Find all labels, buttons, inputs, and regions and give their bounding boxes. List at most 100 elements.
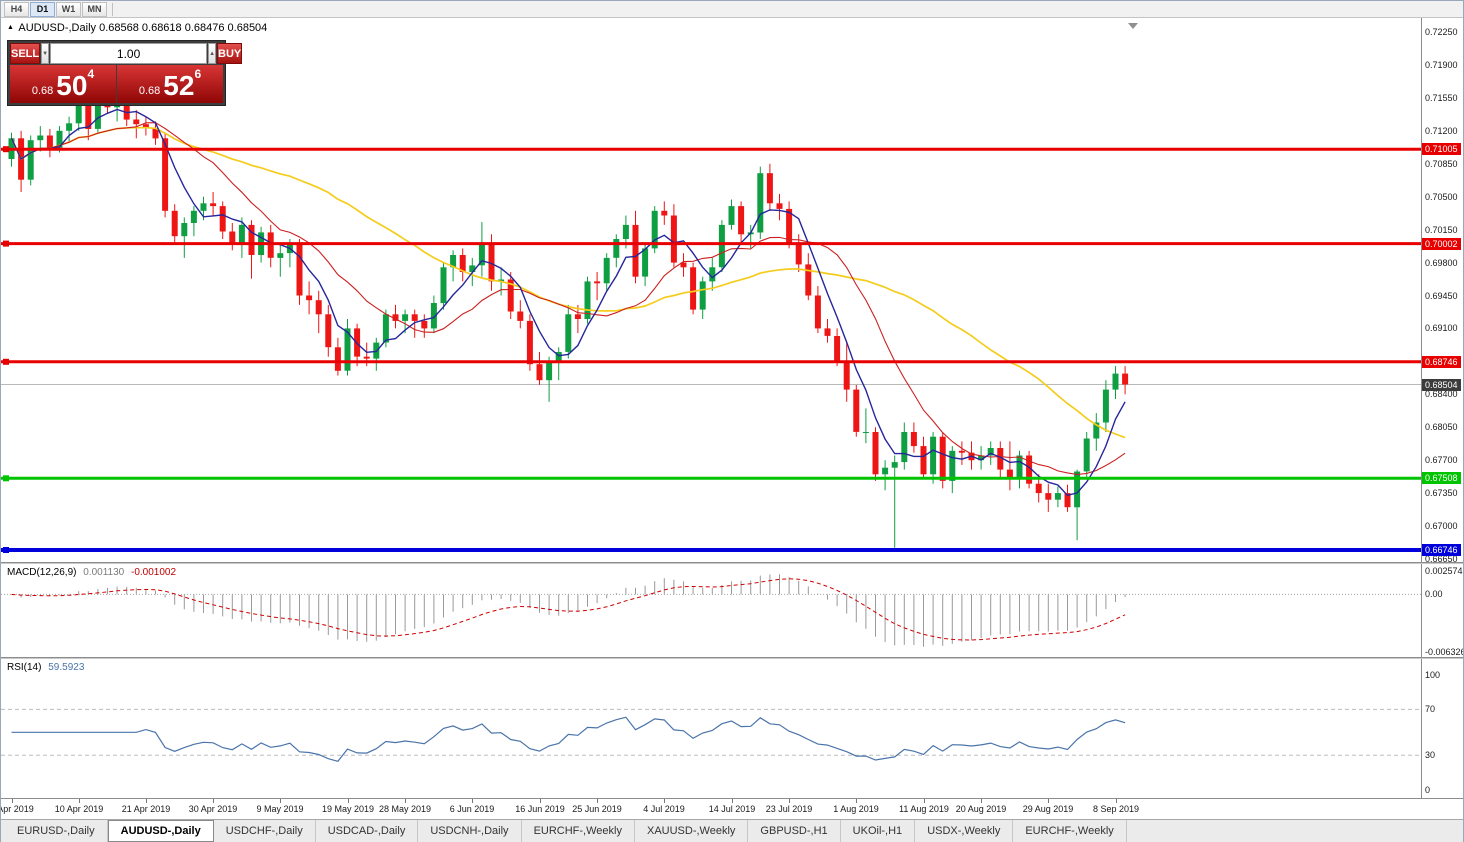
bid-big-digits: 50 xyxy=(56,70,88,101)
macd-value-signal: -0.001002 xyxy=(131,567,177,578)
timeframe-button-d1[interactable]: D1 xyxy=(30,1,55,17)
chart-tab[interactable]: EURCHF-,Weekly xyxy=(522,820,635,842)
time-tick xyxy=(540,799,541,803)
time-tick xyxy=(472,799,473,803)
price-tick-label: 0.69100 xyxy=(1425,323,1458,333)
shift-marker-icon xyxy=(1128,23,1138,29)
price-tick-label: 0.69450 xyxy=(1425,291,1458,301)
rsi-name: RSI(14) xyxy=(7,662,42,673)
rsi-canvas[interactable] xyxy=(1,659,1421,798)
time-tick xyxy=(1116,799,1117,803)
macd-canvas[interactable] xyxy=(1,564,1421,657)
time-axis: 1 Apr 2019 10 Apr 2019 21 Apr 2019 30 Apr 2… xyxy=(1,799,1463,819)
horizontal-level-line[interactable] xyxy=(1,146,1421,153)
macd-name: MACD(12,26,9) xyxy=(7,567,77,578)
main-chart-pane[interactable] xyxy=(1,18,1421,562)
horizontal-level-line[interactable] xyxy=(1,475,1421,482)
chart-area[interactable]: 0.72250 0.71900 0.71550 0.71200 0.70850 0.705… xyxy=(1,18,1463,819)
horizontal-level-line[interactable] xyxy=(1,358,1421,365)
bid-prefix: 0.68 xyxy=(31,85,54,97)
price-tick-label: 0.70150 xyxy=(1425,225,1458,235)
macd-pane[interactable] xyxy=(1,564,1421,657)
time-tick xyxy=(280,799,281,803)
time-tick xyxy=(664,799,665,803)
chart-tab[interactable]: USDX-,Weekly xyxy=(915,820,1014,842)
horizontal-level-line[interactable] xyxy=(1,240,1421,247)
one-click-trading-panel: SELL ▼ ▲ BUY 0.68 50 4 0.68 52 6 xyxy=(7,40,243,106)
current-price-badge: 0.68504 xyxy=(1422,379,1461,391)
time-tick xyxy=(597,799,598,803)
level-price-badge: 0.68746 xyxy=(1422,356,1461,368)
level-price-badge: 0.70002 xyxy=(1422,238,1461,250)
rsi-pane[interactable] xyxy=(1,659,1421,798)
time-tick-label: 8 Sep 2019 xyxy=(1092,804,1140,814)
time-tick-label: 23 Jul 2019 xyxy=(765,804,813,814)
time-tick-label: 21 Apr 2019 xyxy=(121,804,171,814)
chart-tab[interactable]: USDCAD-,Daily xyxy=(316,820,419,842)
chart-tab[interactable]: GBPUSD-,H1 xyxy=(748,820,841,842)
timeframe-button-w1[interactable]: W1 xyxy=(56,1,81,17)
ask-big-digits: 52 xyxy=(163,70,195,101)
rsi-line xyxy=(11,716,1126,762)
volume-increase-button[interactable]: ▲ xyxy=(208,43,217,64)
time-axis-divider xyxy=(1,798,1463,799)
pane-splitter[interactable] xyxy=(1,562,1463,564)
rsi-label: RSI(14) 59.5923 xyxy=(7,662,84,673)
time-tick-label: 16 Jun 2019 xyxy=(515,804,565,814)
chart-symbol: AUDUSD-,Daily xyxy=(18,22,97,34)
price-tick-label: 0.71900 xyxy=(1425,60,1458,70)
chart-tab[interactable]: EURCHF-,Weekly xyxy=(1013,820,1127,842)
volume-decrease-button[interactable]: ▼ xyxy=(41,43,50,64)
level-price-badge: 0.71005 xyxy=(1422,143,1461,155)
time-tick-label: 14 Jul 2019 xyxy=(708,804,756,814)
bid-pip-digit: 4 xyxy=(87,67,95,81)
timeframe-button-mn[interactable]: MN xyxy=(82,1,107,17)
price-chart-canvas[interactable] xyxy=(1,18,1421,562)
time-tick xyxy=(1048,799,1049,803)
chart-ohlc: 0.68568 0.68618 0.68476 0.68504 xyxy=(99,22,268,34)
time-tick-label: 4 Jul 2019 xyxy=(643,804,685,814)
macd-tick-label: 0.002574 xyxy=(1425,566,1463,576)
horizontal-level-line[interactable] xyxy=(1,547,1421,553)
volume-input[interactable] xyxy=(50,43,208,64)
time-tick xyxy=(348,799,349,803)
level-price-badge: 0.66746 xyxy=(1422,544,1461,556)
macd-histogram xyxy=(20,574,1126,647)
moving-averages xyxy=(10,108,1126,497)
time-tick xyxy=(789,799,790,803)
symbol-arrow-icon: ▲ xyxy=(7,24,14,31)
chart-tab[interactable]: XAUUSD-,Weekly xyxy=(635,820,749,842)
price-tick-label: 0.71200 xyxy=(1425,126,1458,136)
ask-pip-digit: 6 xyxy=(194,67,202,81)
timeframe-toolbar: H4 D1 W1 MN xyxy=(1,1,1463,18)
time-tick xyxy=(732,799,733,803)
macd-tick-label: 0.00 xyxy=(1425,589,1443,599)
time-tick xyxy=(924,799,925,803)
sell-button[interactable]: SELL xyxy=(10,43,41,64)
macd-signal-line xyxy=(11,578,1126,641)
time-tick xyxy=(981,799,982,803)
chart-tab[interactable]: UKOil-,H1 xyxy=(841,820,916,842)
price-tick-label: 0.71550 xyxy=(1425,93,1458,103)
chart-tab[interactable]: USDCHF-,Daily xyxy=(214,820,316,842)
rsi-tick-label: 70 xyxy=(1425,704,1436,714)
chart-tab[interactable]: USDCNH-,Daily xyxy=(418,820,522,842)
time-tick-label: 20 Aug 2019 xyxy=(955,804,1007,814)
macd-label: MACD(12,26,9) 0.001130 -0.001002 xyxy=(7,567,176,578)
buy-button[interactable]: BUY xyxy=(217,43,243,64)
sell-price-button[interactable]: 0.68 50 4 xyxy=(10,65,116,103)
price-tick-label: 0.70850 xyxy=(1425,159,1458,169)
chart-tab[interactable]: AUDUSD-,Daily xyxy=(107,820,214,842)
price-tick-label: 0.68400 xyxy=(1425,389,1458,399)
level-price-badge: 0.67508 xyxy=(1422,472,1461,484)
time-tick-label: 19 May 2019 xyxy=(321,804,375,814)
buy-price-button[interactable]: 0.68 52 6 xyxy=(117,65,223,103)
chart-tab[interactable]: EURUSD-,Daily xyxy=(5,820,108,842)
price-tick-label: 0.72250 xyxy=(1425,27,1458,37)
timeframe-button-h4[interactable]: H4 xyxy=(4,1,29,17)
price-tick-label: 0.70500 xyxy=(1425,192,1458,202)
pane-splitter[interactable] xyxy=(1,657,1463,659)
time-tick-label: 1 Aug 2019 xyxy=(833,804,879,814)
time-tick-label: 9 May 2019 xyxy=(256,804,304,814)
